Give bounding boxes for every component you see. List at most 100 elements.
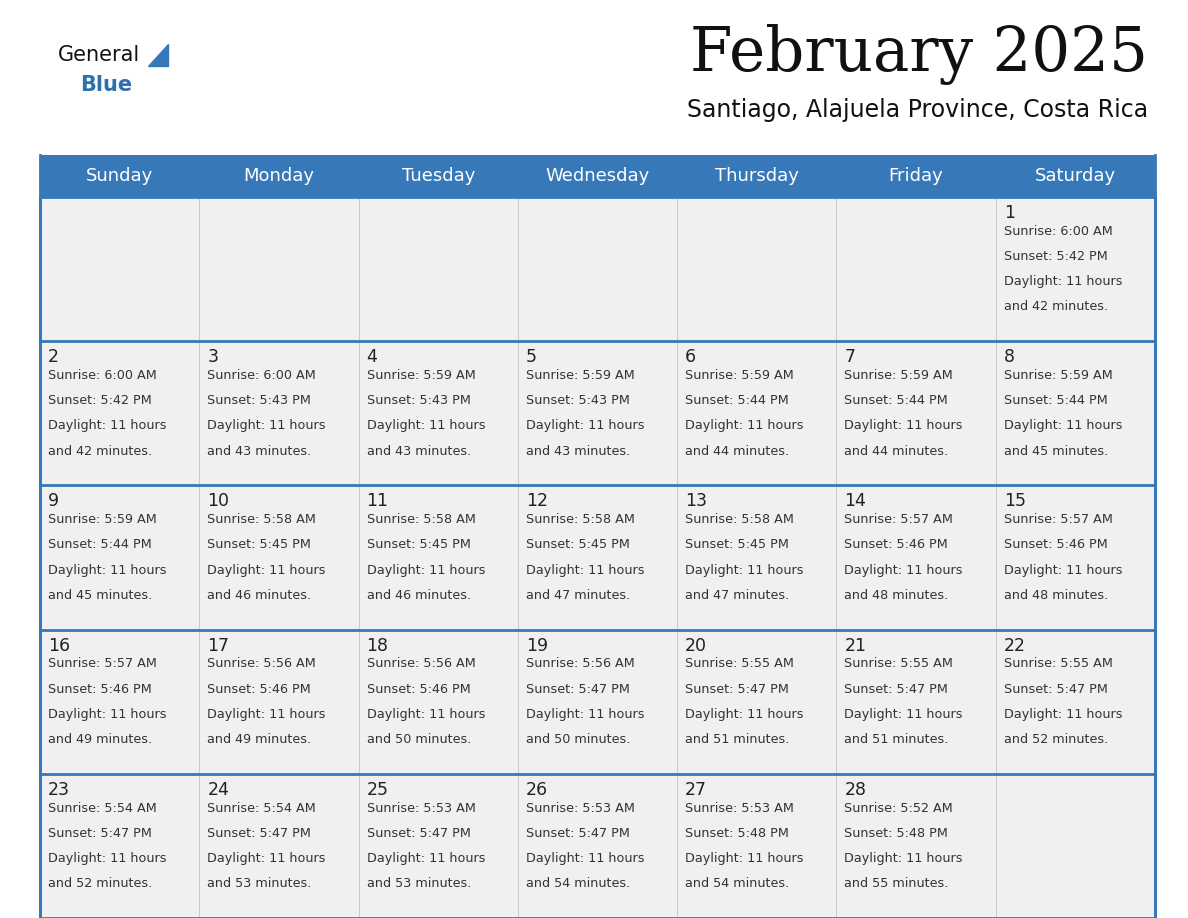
Text: and 54 minutes.: and 54 minutes.	[685, 878, 789, 890]
Text: Sunrise: 5:58 AM: Sunrise: 5:58 AM	[367, 513, 475, 526]
Polygon shape	[148, 44, 168, 66]
Text: 19: 19	[526, 636, 548, 655]
Text: and 42 minutes.: and 42 minutes.	[1004, 300, 1108, 313]
Text: General: General	[58, 45, 140, 65]
Text: Daylight: 11 hours: Daylight: 11 hours	[685, 708, 803, 721]
Text: 3: 3	[207, 348, 219, 366]
Text: Sunset: 5:44 PM: Sunset: 5:44 PM	[48, 538, 152, 552]
Text: 16: 16	[48, 636, 70, 655]
Bar	[677, 486, 836, 630]
Text: Sunset: 5:47 PM: Sunset: 5:47 PM	[207, 827, 311, 840]
Text: Sunset: 5:47 PM: Sunset: 5:47 PM	[685, 683, 789, 696]
Text: and 52 minutes.: and 52 minutes.	[48, 878, 152, 890]
Text: Sunset: 5:43 PM: Sunset: 5:43 PM	[526, 394, 630, 408]
Text: Sunset: 5:46 PM: Sunset: 5:46 PM	[207, 683, 311, 696]
Text: Sunrise: 5:59 AM: Sunrise: 5:59 AM	[685, 369, 794, 382]
Text: and 47 minutes.: and 47 minutes.	[685, 588, 789, 602]
Text: Sunrise: 5:59 AM: Sunrise: 5:59 AM	[845, 369, 953, 382]
Text: Sunset: 5:48 PM: Sunset: 5:48 PM	[845, 827, 948, 840]
Bar	[996, 630, 1155, 774]
Text: 15: 15	[1004, 492, 1025, 510]
Text: Sunset: 5:47 PM: Sunset: 5:47 PM	[526, 683, 630, 696]
Text: and 53 minutes.: and 53 minutes.	[207, 878, 311, 890]
Text: Sunrise: 5:55 AM: Sunrise: 5:55 AM	[845, 657, 953, 670]
Text: 23: 23	[48, 781, 70, 799]
Text: Daylight: 11 hours: Daylight: 11 hours	[685, 852, 803, 865]
Text: Sunday: Sunday	[86, 167, 153, 185]
Bar	[996, 197, 1155, 341]
Text: Daylight: 11 hours: Daylight: 11 hours	[845, 564, 963, 577]
Text: and 45 minutes.: and 45 minutes.	[1004, 444, 1108, 458]
Text: and 48 minutes.: and 48 minutes.	[1004, 588, 1108, 602]
Text: Daylight: 11 hours: Daylight: 11 hours	[207, 708, 326, 721]
Text: Sunset: 5:45 PM: Sunset: 5:45 PM	[207, 538, 311, 552]
Text: Sunset: 5:42 PM: Sunset: 5:42 PM	[48, 394, 152, 408]
Text: and 43 minutes.: and 43 minutes.	[526, 444, 630, 458]
Text: Daylight: 11 hours: Daylight: 11 hours	[1004, 708, 1123, 721]
Bar	[996, 774, 1155, 918]
Text: Daylight: 11 hours: Daylight: 11 hours	[48, 420, 166, 432]
Bar	[40, 341, 200, 486]
Text: 20: 20	[685, 636, 707, 655]
Bar	[40, 486, 200, 630]
Text: 22: 22	[1004, 636, 1025, 655]
Text: Sunset: 5:46 PM: Sunset: 5:46 PM	[48, 683, 152, 696]
Text: Sunset: 5:44 PM: Sunset: 5:44 PM	[1004, 394, 1107, 408]
Text: and 47 minutes.: and 47 minutes.	[526, 588, 630, 602]
Text: Daylight: 11 hours: Daylight: 11 hours	[1004, 564, 1123, 577]
Text: Monday: Monday	[244, 167, 315, 185]
Text: 6: 6	[685, 348, 696, 366]
Text: 25: 25	[367, 781, 388, 799]
Text: and 49 minutes.: and 49 minutes.	[48, 733, 152, 746]
Text: Sunrise: 6:00 AM: Sunrise: 6:00 AM	[1004, 225, 1112, 238]
Text: Santiago, Alajuela Province, Costa Rica: Santiago, Alajuela Province, Costa Rica	[687, 98, 1148, 122]
Bar	[677, 774, 836, 918]
Text: 10: 10	[207, 492, 229, 510]
Text: Daylight: 11 hours: Daylight: 11 hours	[845, 420, 963, 432]
Text: Sunset: 5:47 PM: Sunset: 5:47 PM	[1004, 683, 1107, 696]
Text: 18: 18	[367, 636, 388, 655]
Bar	[518, 774, 677, 918]
Text: 14: 14	[845, 492, 866, 510]
Text: 2: 2	[48, 348, 59, 366]
Text: and 43 minutes.: and 43 minutes.	[207, 444, 311, 458]
Text: 8: 8	[1004, 348, 1015, 366]
Text: Sunrise: 5:57 AM: Sunrise: 5:57 AM	[845, 513, 953, 526]
Text: Sunset: 5:46 PM: Sunset: 5:46 PM	[845, 538, 948, 552]
Text: Daylight: 11 hours: Daylight: 11 hours	[207, 564, 326, 577]
Bar	[40, 155, 1155, 197]
Text: Sunrise: 5:57 AM: Sunrise: 5:57 AM	[48, 657, 157, 670]
Text: Sunrise: 5:59 AM: Sunrise: 5:59 AM	[526, 369, 634, 382]
Text: 27: 27	[685, 781, 707, 799]
Text: 12: 12	[526, 492, 548, 510]
Text: 1: 1	[1004, 204, 1015, 222]
Bar	[40, 630, 200, 774]
Text: Sunrise: 5:59 AM: Sunrise: 5:59 AM	[367, 369, 475, 382]
Bar	[677, 197, 836, 341]
Bar	[996, 341, 1155, 486]
Text: Daylight: 11 hours: Daylight: 11 hours	[367, 564, 485, 577]
Bar	[677, 341, 836, 486]
Text: Sunrise: 5:55 AM: Sunrise: 5:55 AM	[685, 657, 794, 670]
Text: and 42 minutes.: and 42 minutes.	[48, 444, 152, 458]
Bar	[836, 341, 996, 486]
Text: Sunrise: 6:00 AM: Sunrise: 6:00 AM	[48, 369, 157, 382]
Text: Sunrise: 5:53 AM: Sunrise: 5:53 AM	[526, 801, 634, 814]
Text: and 50 minutes.: and 50 minutes.	[367, 733, 470, 746]
Text: Friday: Friday	[889, 167, 943, 185]
Text: 17: 17	[207, 636, 229, 655]
Bar	[359, 197, 518, 341]
Text: Sunrise: 5:54 AM: Sunrise: 5:54 AM	[207, 801, 316, 814]
Bar	[518, 197, 677, 341]
Text: Sunrise: 5:56 AM: Sunrise: 5:56 AM	[526, 657, 634, 670]
Text: 13: 13	[685, 492, 707, 510]
Text: Daylight: 11 hours: Daylight: 11 hours	[1004, 420, 1123, 432]
Text: Thursday: Thursday	[715, 167, 798, 185]
Text: Sunrise: 5:55 AM: Sunrise: 5:55 AM	[1004, 657, 1113, 670]
Bar	[359, 341, 518, 486]
Text: Sunset: 5:47 PM: Sunset: 5:47 PM	[845, 683, 948, 696]
Text: Daylight: 11 hours: Daylight: 11 hours	[845, 852, 963, 865]
Text: 26: 26	[526, 781, 548, 799]
Text: Daylight: 11 hours: Daylight: 11 hours	[526, 852, 644, 865]
Text: Sunrise: 5:58 AM: Sunrise: 5:58 AM	[526, 513, 634, 526]
